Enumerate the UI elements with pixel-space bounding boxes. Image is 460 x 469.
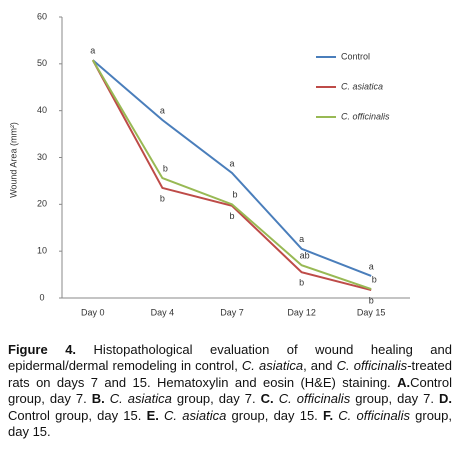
caption-text: group, day 7. bbox=[350, 391, 439, 407]
legend-label: Control bbox=[341, 51, 370, 61]
legend-label: C. officinalis bbox=[341, 111, 390, 121]
significance-letter: a bbox=[160, 105, 165, 115]
significance-letter: b bbox=[299, 278, 304, 288]
y-tick-label: 50 bbox=[37, 58, 47, 68]
significance-letter: b bbox=[163, 163, 168, 173]
significance-letter: b bbox=[232, 190, 237, 200]
significance-letter: b bbox=[372, 274, 377, 284]
caption-text: , and bbox=[303, 358, 337, 374]
caption-text: C. officinalis bbox=[338, 407, 410, 423]
caption-text: group, day 7. bbox=[171, 391, 261, 407]
x-tick-label: Day 7 bbox=[220, 307, 244, 317]
caption-text: Histopathological evaluation of wound he… bbox=[8, 342, 452, 374]
caption-text: F. bbox=[322, 407, 339, 423]
caption: Figure 4. Histopathological evaluation o… bbox=[8, 342, 452, 440]
caption-text: C. asiatica bbox=[109, 391, 172, 407]
caption-text: Control group, day 15. bbox=[8, 407, 147, 423]
significance-letter: a bbox=[369, 261, 374, 271]
caption-text: A. bbox=[397, 374, 411, 390]
significance-letter: b bbox=[160, 193, 165, 203]
caption-text: C. officinalis bbox=[278, 391, 351, 407]
y-tick-label: 30 bbox=[37, 152, 47, 162]
caption-text: group, day 15. bbox=[226, 407, 323, 423]
significance-letter: a bbox=[90, 45, 95, 55]
caption-text: C. bbox=[260, 391, 279, 407]
caption-text: D. bbox=[438, 391, 452, 407]
caption-text: C. officinalis bbox=[336, 358, 408, 374]
caption-text: E. bbox=[146, 407, 165, 423]
y-tick-label: 20 bbox=[37, 199, 47, 209]
x-tick-label: Day 12 bbox=[287, 307, 316, 317]
series-line bbox=[91, 59, 372, 291]
significance-letter: ab bbox=[300, 251, 310, 261]
significance-letter: b bbox=[229, 211, 234, 221]
y-tick-label: 0 bbox=[39, 292, 44, 302]
caption-text: C. asiatica bbox=[241, 358, 304, 374]
x-tick-label: Day 0 bbox=[81, 307, 105, 317]
caption-text: Figure 4. bbox=[8, 342, 77, 357]
caption-text: C. asiatica bbox=[164, 407, 227, 423]
x-tick-label: Day 4 bbox=[151, 307, 175, 317]
significance-letter: a bbox=[299, 234, 304, 244]
y-tick-label: 60 bbox=[37, 11, 47, 21]
series-line bbox=[91, 59, 372, 292]
y-tick-label: 10 bbox=[37, 246, 47, 256]
caption-text: Control group, day 7. bbox=[8, 374, 452, 407]
significance-letter: b bbox=[369, 295, 374, 305]
y-tick-label: 40 bbox=[37, 105, 47, 115]
caption-text: B. bbox=[91, 391, 110, 407]
significance-letter: a bbox=[229, 158, 234, 168]
series-line bbox=[92, 59, 372, 277]
caption-text: -treated rats on days 7 and 15. Hematoxy… bbox=[8, 358, 452, 390]
y-axis-label: Wound Area (mm²) bbox=[8, 122, 18, 198]
x-tick-label: Day 15 bbox=[357, 307, 386, 317]
chart: Wound Area (mm²) 0 10 20 30 40 50 60 Day 0 Day 4… bbox=[8, 11, 410, 317]
legend-label: C. asiatica bbox=[341, 81, 383, 91]
caption-text: group, day 15. bbox=[8, 407, 453, 440]
